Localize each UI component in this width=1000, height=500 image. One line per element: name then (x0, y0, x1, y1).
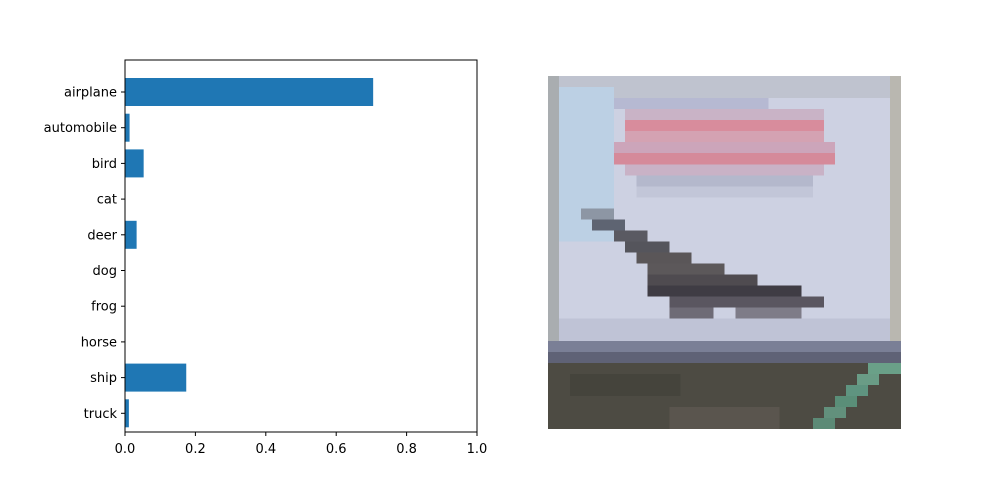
x-tick-label: 1.0 (467, 442, 488, 457)
x-tick-label: 0.2 (185, 442, 206, 457)
y-tick-label-dog: dog (93, 264, 117, 279)
bar-truck (125, 399, 129, 428)
bar-deer (125, 220, 137, 249)
bar-series (125, 78, 374, 428)
bar-automobile (125, 113, 130, 142)
bar-bird (125, 149, 144, 178)
y-tick-label-frog: frog (91, 300, 117, 315)
plot-frame (124, 59, 478, 433)
x-tick-label: 0.0 (115, 442, 136, 457)
y-tick-label-deer: deer (87, 228, 117, 243)
y-tick-label-ship: ship (90, 371, 117, 386)
y-tick-label-cat: cat (97, 193, 117, 208)
bar-ship (125, 363, 187, 392)
x-tick-label: 0.8 (396, 442, 417, 457)
y-tick-label-bird: bird (92, 157, 117, 172)
y-tick-label-airplane: airplane (64, 86, 117, 101)
x-axis: 0.0 0.2 0.4 0.6 0.8 1.0 (115, 432, 488, 457)
x-tick-label: 0.6 (326, 442, 347, 457)
y-tick-label-truck: truck (84, 407, 118, 422)
y-tick-label-horse: horse (81, 335, 117, 350)
y-tick-label-automobile: automobile (44, 121, 117, 136)
airplane-image (548, 76, 901, 429)
bar-airplane (125, 78, 374, 106)
y-axis: airplane automobile bird cat deer dog frog hors… (44, 86, 125, 422)
x-tick-label: 0.4 (255, 442, 276, 457)
